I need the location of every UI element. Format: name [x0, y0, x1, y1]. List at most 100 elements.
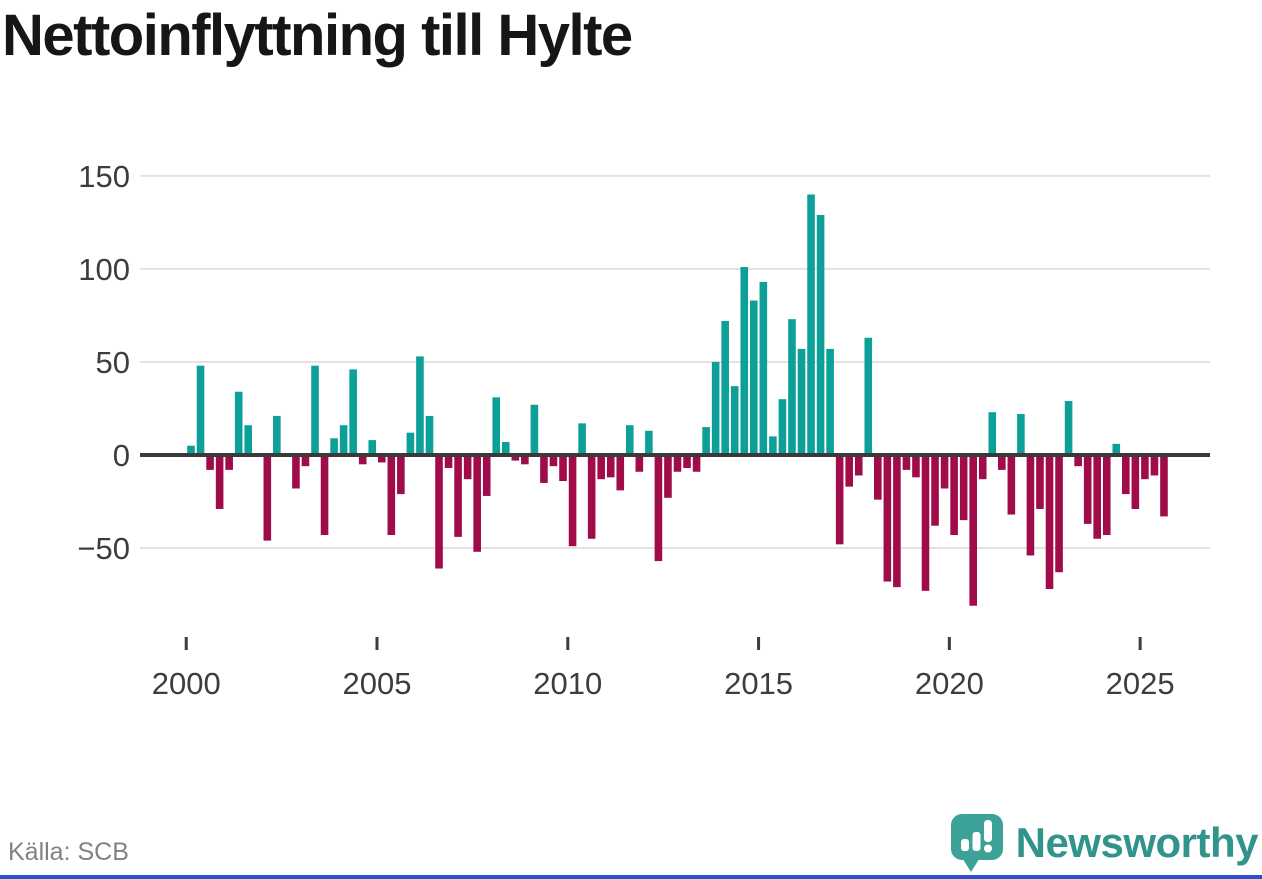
source-label: Källa: SCB [8, 838, 129, 866]
bar [425, 415, 434, 455]
bar [998, 455, 1006, 470]
bar [540, 455, 548, 483]
bar [940, 455, 949, 489]
bar [444, 455, 453, 469]
bar [874, 455, 882, 500]
y-axis-tick-label: 50 [96, 345, 130, 380]
bar [673, 455, 682, 472]
bar [358, 455, 367, 465]
bar [206, 455, 214, 470]
bar [883, 455, 892, 582]
bar [339, 425, 348, 455]
bar [463, 455, 472, 480]
bar [845, 455, 853, 487]
x-axis-tick-label: 2025 [1106, 666, 1175, 701]
bar [568, 455, 577, 547]
bar [234, 391, 243, 455]
bar [1017, 414, 1025, 455]
bar [187, 445, 195, 455]
bar [730, 386, 739, 455]
bar [625, 425, 634, 455]
bar [864, 337, 873, 455]
bar [301, 455, 310, 467]
bar [902, 455, 911, 470]
bar [1074, 455, 1082, 467]
bar [912, 455, 920, 478]
bar [435, 455, 443, 569]
bar [349, 369, 357, 455]
bar [978, 455, 987, 480]
brand-logo: Newsworthy [950, 812, 1259, 874]
bar [616, 455, 625, 491]
bar [225, 455, 233, 470]
bar [377, 455, 386, 463]
bar [368, 440, 377, 455]
bar [511, 455, 520, 461]
y-axis-tick-label: −50 [77, 531, 130, 566]
bar [1112, 443, 1121, 455]
x-axis-tick-label: 2020 [915, 666, 984, 701]
bar [692, 455, 701, 472]
bar [292, 455, 300, 489]
bar [750, 300, 758, 455]
bar [931, 455, 939, 526]
bar [1036, 455, 1044, 509]
bar [664, 455, 672, 498]
bar [711, 361, 720, 455]
bar [1102, 455, 1111, 536]
bar [959, 455, 968, 521]
y-axis-tick-label: 100 [78, 252, 130, 287]
bar [311, 365, 319, 455]
bar [988, 412, 997, 455]
bar [778, 399, 787, 455]
bar [244, 425, 253, 455]
chart-title: Nettoinflyttning till Hylte [2, 3, 633, 68]
bar [921, 455, 930, 591]
bar [721, 321, 729, 455]
bar [416, 356, 424, 455]
bar [473, 455, 481, 552]
bar [587, 455, 596, 539]
bar [826, 348, 834, 455]
bar [1150, 455, 1159, 476]
bar [1160, 455, 1168, 517]
bar [969, 455, 977, 606]
x-axis-tick-label: 2015 [724, 666, 793, 701]
brand-name: Newsworthy [1015, 819, 1259, 866]
bar [492, 397, 501, 455]
bar [950, 455, 958, 536]
bar [788, 319, 796, 455]
bar [549, 455, 558, 467]
bar [320, 455, 329, 536]
bar [893, 455, 901, 588]
bar [1026, 455, 1035, 556]
bar [406, 432, 415, 455]
bar [702, 427, 710, 455]
bar [759, 281, 768, 455]
bar [482, 455, 491, 496]
bar [1007, 455, 1016, 515]
bar [807, 194, 815, 455]
bar [835, 455, 844, 545]
bar [740, 267, 749, 455]
bar [1083, 455, 1092, 524]
bar [1093, 455, 1101, 539]
bar [683, 455, 691, 469]
bar [578, 423, 586, 455]
bar [196, 365, 205, 455]
bar [330, 438, 338, 455]
bar [501, 441, 510, 455]
x-axis-tick-label: 2000 [152, 666, 221, 701]
bar [854, 455, 863, 476]
bar [521, 455, 529, 465]
bottom-accent-bar [0, 875, 1262, 879]
bar [635, 455, 644, 472]
bar [530, 404, 539, 455]
bar [1064, 401, 1073, 455]
bar [797, 348, 806, 455]
bar [816, 214, 825, 455]
bar [1131, 455, 1140, 509]
y-axis-tick-label: 0 [113, 438, 130, 473]
